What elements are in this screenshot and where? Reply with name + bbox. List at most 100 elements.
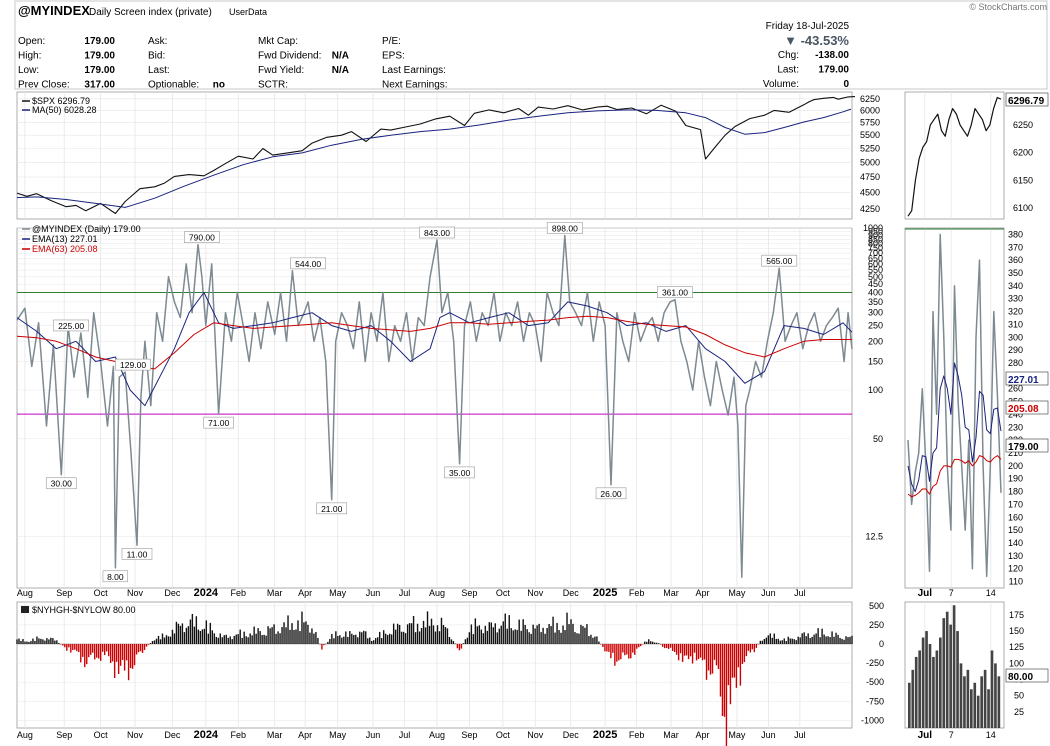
month-label: Aug [429,588,445,598]
hilo-bar [24,641,26,644]
hilo-bar [556,622,558,644]
hilo-bar [630,644,632,659]
hilo-bar [231,639,233,644]
hilo-bar [665,644,668,649]
hilo-zoom-y-tick: 100 [1009,658,1024,668]
hilo-bar [827,636,829,644]
quote-label: Volume: [763,79,799,90]
hilo-bar [171,629,174,644]
hilo-bar [408,623,411,644]
hilo-bar [482,633,485,644]
hilo-bar [367,638,369,644]
hilo-bar [699,644,702,658]
quote-value: N/A [332,65,349,76]
hilo-zoom-bar [949,624,952,728]
hilo-bar [492,627,494,644]
index-legend-1: EMA(13) 227.01 [32,234,98,244]
hilo-bar [472,634,475,644]
quote-label: Ask: [148,36,167,47]
hilo-bar [119,644,122,666]
hilo-bar [418,631,421,644]
hilo-bar [76,644,78,652]
hilo-bar [245,636,247,644]
hilo-bar [422,620,425,644]
hilo-bar [452,641,455,644]
hilo-bar [580,624,582,644]
hilo-bar [291,623,293,644]
hilo-bar [508,615,510,644]
hilo-bar [185,627,188,644]
hilo-bar [263,634,265,644]
ema13-last-tag-box [1005,371,1049,386]
hilo-bar [400,631,403,644]
quote-label: Bid: [148,51,165,62]
spx-y-tick: 5000 [860,157,880,167]
hilo-bar [564,630,566,644]
hilo-bar [478,625,481,644]
hilo-bar [534,628,536,644]
index-y-tick: 650 [868,253,883,263]
hilo-bar [755,644,758,648]
hilo-bar [349,631,351,644]
hilo-bar [285,627,287,644]
hilo-bar [586,624,588,644]
hilo-bar [18,638,20,644]
hilo-bar [84,644,86,668]
hilo-bar [52,638,54,644]
annotation-box [102,570,129,583]
month-label: Feb [231,730,247,740]
hilo-zoom-bar [987,689,990,728]
hilo-bar [127,644,130,681]
hilo-bar [267,626,269,644]
hilo-zoom-y-tick: 25 [1014,707,1024,717]
hilo-bar [305,621,307,644]
month-label: Oct [496,588,511,598]
annotation-box [316,502,348,515]
hilo-zoom-bar [939,637,942,728]
hilo-bar [239,629,241,644]
month-label: Dec [164,588,181,598]
hilo-bar [26,641,28,644]
hilo-bar [608,644,610,652]
hilo-bar [259,631,261,644]
index-y-tick: 750 [868,243,883,253]
quote-date: Friday 18-Jul-2025 [766,21,850,32]
spx-last-tag-box [1005,92,1049,107]
hilo-bar [203,628,206,644]
hilo-bar [113,644,116,679]
hilo-bar [673,644,676,652]
month-label: 2024 [194,587,219,599]
hilo-bar [347,636,349,644]
hilo-bar [313,633,315,644]
hilo-zoom-bar [966,669,970,728]
hilo-bar [480,629,483,644]
hilo-bar [273,624,275,644]
index-zoom-y-tick: 320 [1008,307,1023,317]
hilo-bar [454,643,457,645]
hilo-bar [574,632,576,644]
hilo-bar [205,620,208,644]
hilo-bar [253,626,255,644]
quote-label: SCTR: [258,80,288,91]
annotation-label: 35.00 [449,468,471,478]
hilo-bar [34,640,36,644]
hilo-bar [751,644,754,650]
hilo-bar [56,640,58,644]
hilo-bar [414,632,417,644]
annotation-label: 71.00 [208,418,230,428]
hilo-bar [16,639,18,644]
zoom-month-label: 14 [986,730,996,740]
hilo-bar [446,628,449,644]
hilo-bar [237,634,239,644]
hilo-bar [303,622,305,644]
hilo-zoom-bar [997,676,1001,728]
hilo-bar [369,637,371,644]
hilo-bar [550,626,552,644]
hilo-bar [373,640,375,644]
annotation-label: 11.00 [127,549,148,559]
hilo-bar [771,637,773,644]
hilo-bar [604,644,606,652]
hilo-bar [733,644,736,678]
hilo-bar [626,644,628,655]
month-label: Jul [399,588,411,598]
